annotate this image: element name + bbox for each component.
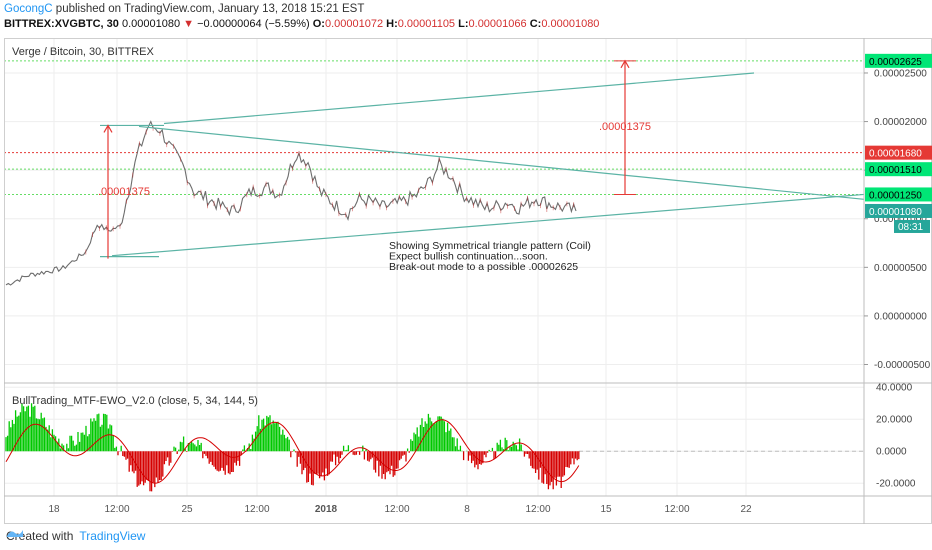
osc-negative-bars	[117, 451, 580, 492]
price-tag	[865, 53, 932, 68]
published-text: published on TradingView.com, January 13…	[55, 3, 365, 15]
open-value: 0.00001072	[324, 18, 384, 30]
pattern-note-line: Showing Symmetrical triangle pattern (Co…	[389, 240, 591, 252]
price-tag-label: 0.00001080	[869, 207, 922, 218]
chart-frame[interactable]: 18 12:00 25 12:00 2018 12:00 8 12:00 15 12:00 22 0.…	[4, 38, 932, 524]
price-tag-label: 0.00001680	[869, 149, 922, 160]
pattern-note-line: Expect bullish continuation...soon.	[389, 251, 548, 263]
price-tag-label: 0.00001250	[869, 190, 922, 201]
x-tick-label: 25	[181, 504, 193, 515]
drawings	[100, 59, 865, 259]
left-measure-label: .00001375	[98, 186, 150, 198]
last-price: 0.00001080	[121, 18, 181, 30]
right-measure-label: .00001375	[599, 121, 651, 133]
x-tick-label: 12:00	[244, 504, 269, 515]
price-tag-label: 0.00002625	[869, 57, 922, 68]
symbol-label: BITTREX:XVGBTC, 30	[4, 18, 119, 30]
y-tick-label: 0.00000000	[874, 311, 927, 322]
osc-y-tick-label: -20.0000	[876, 479, 916, 490]
time-tag-label: 08:31	[898, 222, 923, 233]
price-tag	[865, 162, 932, 177]
x-tick-label: 15	[600, 504, 612, 515]
low-label: L:	[458, 18, 469, 30]
pattern-note-line: Break-out mode to a possible .00002625	[389, 261, 578, 273]
descending-resistance-line	[138, 125, 865, 200]
low-value: 0.00001066	[468, 18, 527, 30]
oscillator-pane	[5, 403, 864, 492]
y-tick-label: 0.00002500	[874, 68, 927, 79]
upper-channel-line	[163, 72, 755, 125]
close-label: C:	[529, 18, 542, 30]
tradingview-brand-link[interactable]: TradingView	[79, 529, 146, 543]
high-value: 0.00001105	[397, 18, 456, 30]
x-tick-label: 22	[740, 504, 752, 515]
main-chart-title: Verge / Bitcoin, 30, BITTREX	[12, 46, 155, 58]
x-tick-label: 12:00	[664, 504, 689, 515]
x-tick-label: 12:00	[525, 504, 550, 515]
x-tick-label: 2018	[315, 504, 338, 515]
chart-svg[interactable]: 18 12:00 25 12:00 2018 12:00 8 12:00 15 12:00 22 0.…	[4, 38, 932, 524]
x-tick-label: 12:00	[384, 504, 409, 515]
symbol-line: BITTREX:XVGBTC, 30 0.00001080 ▼ −0.00000…	[4, 17, 928, 32]
osc-signal-line	[5, 419, 580, 484]
arrow-head	[103, 124, 113, 133]
down-arrow-icon: ▼	[183, 18, 195, 30]
arrow-head	[620, 59, 630, 69]
oscillator-title: BullTrading_MTF-EWO_V2.0 (close, 5, 34, …	[12, 395, 258, 407]
price-candle-hints	[85, 125, 575, 255]
high-label: H:	[386, 18, 398, 30]
price-line	[5, 120, 577, 286]
osc-y-tick-label: 40.0000	[876, 383, 913, 394]
close-value: 0.00001080	[541, 18, 600, 30]
right-measure-arrow	[620, 59, 630, 195]
price-tag	[865, 203, 932, 218]
price-tag-label: 0.00001510	[869, 165, 922, 176]
change-value: −0.00000064 (−5.59%)	[197, 18, 310, 30]
y-tick-label: 0.00002000	[874, 117, 927, 128]
publish-line: GocongC published on TradingView.com, Ja…	[4, 2, 928, 17]
x-tick-label: 8	[464, 504, 470, 515]
price-tag	[865, 187, 932, 202]
x-tick-label: 18	[48, 504, 60, 515]
footer: Created with TradingView	[6, 528, 145, 544]
chart-header: GocongC published on TradingView.com, Ja…	[4, 2, 928, 34]
open-label: O:	[312, 18, 325, 30]
osc-y-tick-label: 0.0000	[876, 447, 907, 458]
price-series	[5, 120, 577, 286]
price-tag	[865, 145, 932, 160]
author-link[interactable]: GocongC	[4, 3, 53, 15]
time-tag	[894, 219, 930, 233]
x-tick-label: 12:00	[104, 504, 129, 515]
y-tick-label: 0.00001000	[874, 214, 927, 225]
axes: 18 12:00 25 12:00 2018 12:00 8 12:00 15 12:00 22 0.…	[4, 38, 932, 524]
tradingview-logo-icon	[7, 530, 23, 537]
ascending-support-line	[111, 193, 865, 257]
osc-y-tick-label: 20.0000	[876, 415, 913, 426]
horizontal-levels	[4, 60, 864, 195]
y-tick-label: -0.00000500	[874, 360, 931, 371]
chart-texts: .00001375 .00001375 Showing Symmetrical tr…	[12, 46, 651, 407]
y-tick-label: 0.00000500	[874, 263, 927, 274]
left-measure-arrow	[103, 124, 113, 259]
osc-positive-bars	[5, 403, 524, 452]
grid	[4, 38, 864, 496]
